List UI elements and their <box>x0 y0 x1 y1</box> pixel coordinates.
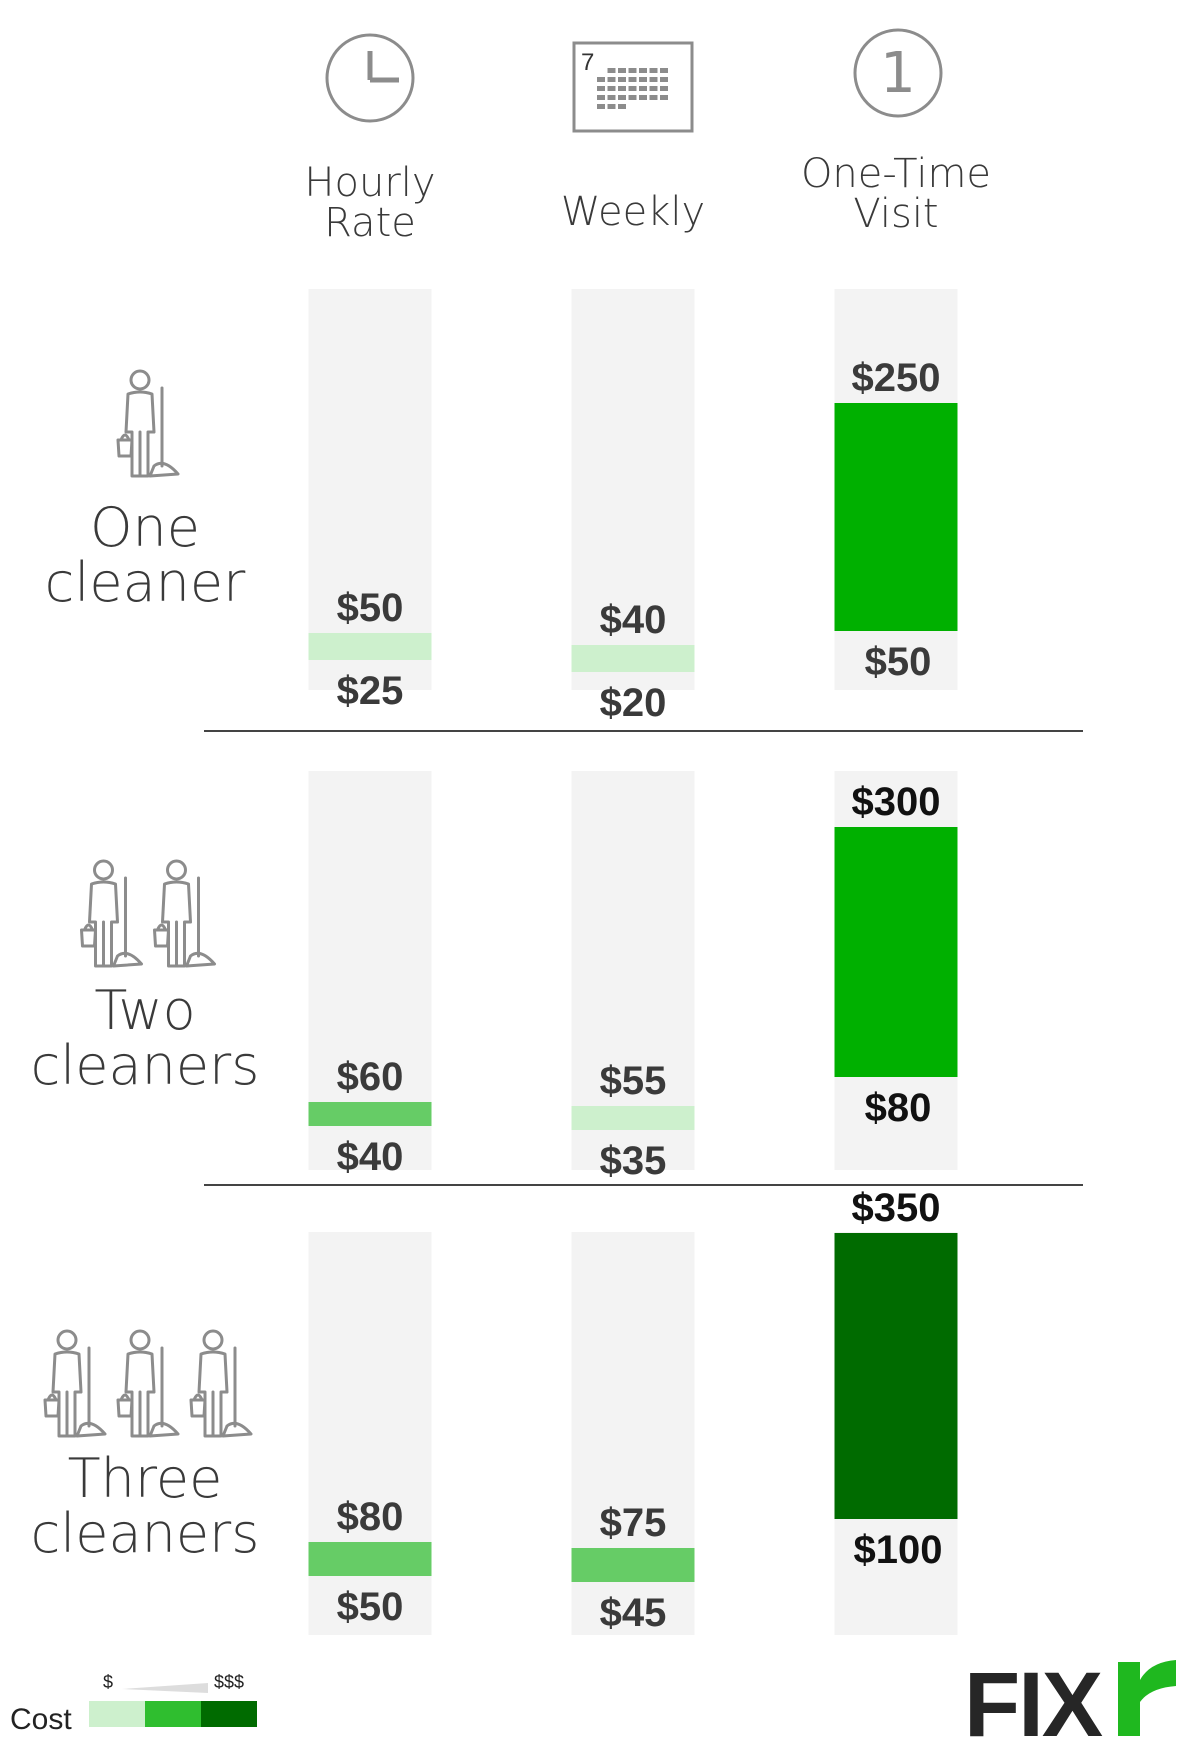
cleaner-icon <box>153 859 216 968</box>
legend-low-label: $ <box>103 1672 113 1692</box>
legend-swatch <box>145 1701 201 1727</box>
high-value-label: $250 <box>852 356 941 400</box>
high-value-label: $50 <box>337 586 404 630</box>
low-value-label: $50 <box>337 1585 404 1629</box>
legend-swatch <box>201 1701 257 1727</box>
number-one-icon: 1 <box>853 28 943 118</box>
calendar-day: 7 <box>581 49 594 76</box>
row-label: Two <box>94 979 195 1042</box>
column-label: Hourly <box>304 160 435 206</box>
range-bar <box>834 1233 958 1519</box>
range-bar <box>571 1106 695 1130</box>
column-label: Weekly <box>561 189 705 235</box>
low-value-label: $35 <box>600 1139 667 1183</box>
bar-track <box>571 289 695 690</box>
range-bar <box>571 1548 695 1582</box>
row-label: cleaner <box>45 551 246 614</box>
range-bar <box>308 1102 432 1126</box>
high-value-label: $80 <box>337 1495 404 1539</box>
cleaner-icon <box>189 1329 253 1438</box>
high-value-label: $300 <box>852 780 941 824</box>
range-bar <box>571 645 695 672</box>
range-bar <box>834 403 958 631</box>
high-value-label: $350 <box>852 1186 941 1230</box>
low-value-label: $80 <box>865 1086 932 1130</box>
low-value-label: $20 <box>600 681 667 725</box>
range-bar <box>308 1542 432 1576</box>
number-one-digit: 1 <box>880 41 916 106</box>
legend-high-label: $$$ <box>214 1672 244 1692</box>
cleaner-icon <box>43 1329 107 1438</box>
cleaner-icon <box>116 369 180 478</box>
range-bar <box>308 633 432 660</box>
column-header: 7 Weekly <box>561 41 705 235</box>
legend-ramp <box>122 1683 208 1693</box>
column-label: Rate <box>324 200 416 246</box>
high-value-label: $60 <box>337 1055 404 1099</box>
calendar-icon: 7 <box>572 41 694 133</box>
legend-swatch <box>89 1701 145 1727</box>
logo-text: FIX <box>964 1654 1103 1756</box>
row-label: cleaners <box>31 1034 260 1097</box>
row-label: Three <box>68 1447 223 1510</box>
high-value-label: $40 <box>600 598 667 642</box>
legend-title: Cost <box>10 1703 72 1736</box>
logo-r-mark <box>1118 1660 1176 1736</box>
low-value-label: $40 <box>337 1135 404 1179</box>
column-label: Visit <box>853 191 938 237</box>
cleaner-icon <box>116 1329 180 1438</box>
low-value-label: $50 <box>865 640 932 684</box>
low-value-label: $25 <box>337 669 404 713</box>
high-value-label: $75 <box>600 1501 667 1545</box>
cost-legend: Cost$ $$$ <box>10 1672 257 1736</box>
low-value-label: $100 <box>854 1528 943 1572</box>
fixr-logo: FIX <box>964 1654 1176 1756</box>
range-bar <box>834 827 958 1077</box>
cleaner-icon <box>80 859 143 968</box>
clock-icon <box>325 33 415 123</box>
bar-track <box>571 771 695 1170</box>
high-value-label: $55 <box>600 1059 667 1103</box>
row-label: cleaners <box>31 1502 260 1565</box>
row-label: One <box>90 496 200 559</box>
low-value-label: $45 <box>600 1591 667 1635</box>
bar-track <box>308 289 432 690</box>
column-label: One-Time <box>801 151 991 197</box>
